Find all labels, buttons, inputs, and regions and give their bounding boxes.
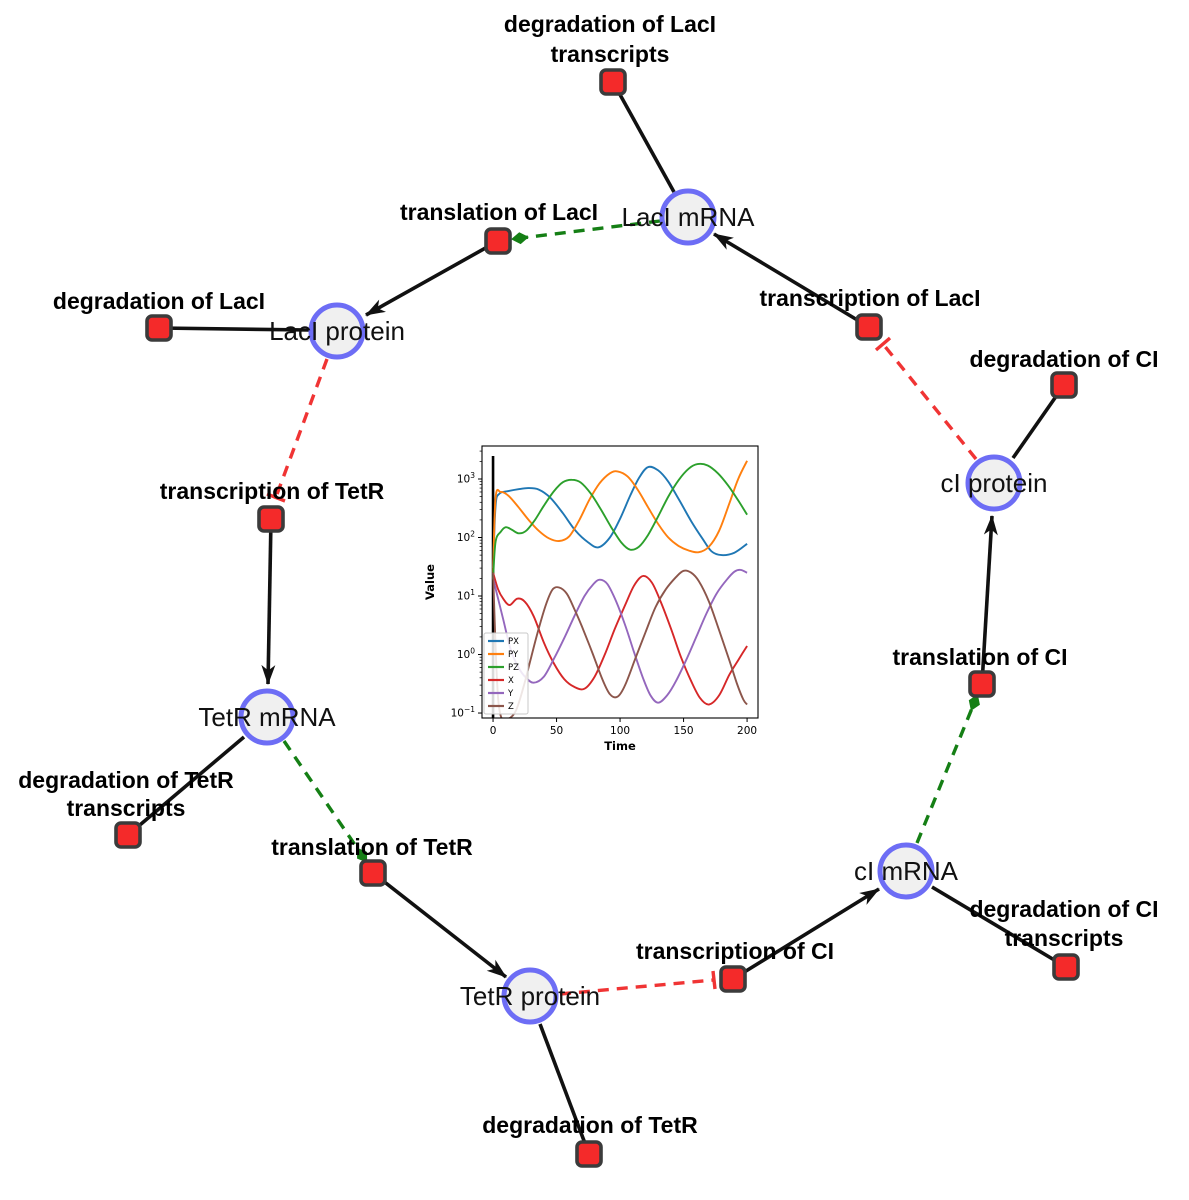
edge-tetrmrna-to-degtetr-transcripts (126, 735, 246, 837)
label-degradation-tetr-transcripts-2: transcripts (67, 795, 186, 821)
label-degradation-ci-transcripts-1: degradation of CI (969, 896, 1158, 922)
label-degradation-laci-transcripts-2: transcripts (551, 41, 670, 67)
label-tetr-mrna: TetR mRNA (198, 702, 336, 732)
label-tetr-protein: TetR protein (460, 981, 600, 1011)
label-translation-ci: translation of CI (892, 644, 1067, 670)
chart-x-tick-label: 100 (610, 725, 630, 737)
chart-y-tick-label: 103 (457, 471, 475, 486)
edge-ciprotein-inhibits-transcriptionlaci (881, 342, 978, 461)
chart-legend-label-PX: PX (508, 637, 519, 647)
species-node-ci-protein (965, 454, 1023, 512)
label-translation-tetr: translation of TetR (271, 834, 473, 860)
edge-lacimrna-to-deglaci-transcripts (611, 81, 676, 193)
tbar-transcriptionci (711, 970, 717, 990)
edge-tetrprotein-inhibits-transcriptionci (559, 978, 715, 996)
chart-y-tick-label: 10−1 (451, 705, 476, 720)
edge-transcriptionlaci-to-lacimrna (713, 232, 870, 329)
edge-laciprotein-to-deglaci (158, 326, 310, 332)
species-node-ci-mrna (877, 842, 935, 900)
chart-xlabel: Time (604, 739, 636, 753)
label-degradation-laci-transcripts-1: degradation of LacI (504, 11, 716, 37)
edge-cimrna-to-translationci (915, 694, 980, 844)
chart-curve-PZ (492, 462, 748, 579)
reaction-node-transcription-ci (719, 965, 747, 993)
edge-transcriptiontetr-to-tetrmrna (261, 518, 276, 685)
label-degradation-tetr: degradation of TetR (482, 1112, 698, 1138)
label-transcription-tetr: transcription of TetR (160, 478, 385, 504)
label-degradation-laci: degradation of LacI (53, 288, 265, 314)
tbar-transcriptiontetr (266, 492, 286, 503)
chart-y-tick-label: 102 (457, 530, 475, 545)
chart-curve-X (492, 572, 748, 706)
chart-x-tick-label: 150 (674, 725, 694, 737)
inset-chart: 0 50 100 150 20010310210110010−1TimeValuePXP… (420, 436, 768, 762)
edge-tetrmrna-to-translationtetr (282, 740, 368, 863)
label-ci-mrna: cI mRNA (854, 856, 959, 886)
species-node-layer (238, 188, 1023, 1025)
chart-x-tick-label: 50 (550, 725, 563, 737)
label-transcription-ci: transcription of CI (636, 938, 834, 964)
label-laci-mrna: LacI mRNA (622, 202, 756, 232)
edge-translationlaci-to-laciprotein (365, 239, 499, 317)
tbar-transcriptionlaci (874, 336, 892, 352)
reaction-node-degradation-laci (145, 314, 173, 342)
species-node-laci-mrna (659, 188, 717, 246)
reaction-node-translation-tetr (359, 859, 387, 887)
chart-y-tick-label: 101 (457, 588, 475, 603)
label-transcription-laci: transcription of LacI (759, 285, 980, 311)
label-laci-protein: LacI protein (269, 316, 405, 346)
edge-lacimrna-to-translationlaci (511, 219, 661, 245)
reaction-node-degradation-laci-transcripts (599, 68, 627, 96)
reaction-node-degradation-ci-transcripts (1052, 953, 1080, 981)
reaction-node-degradation-tetr-transcripts (114, 821, 142, 849)
edge-laciprotein-inhibits-transcriptiontetr (274, 358, 329, 498)
label-degradation-ci: degradation of CI (969, 346, 1158, 372)
edge-layer (126, 81, 1067, 1155)
species-node-tetr-protein (501, 967, 559, 1025)
chart-legend-label-PZ: PZ (508, 663, 519, 673)
edge-cimrna-to-degci-transcripts (931, 885, 1067, 969)
edge-translationci-to-ciprotein (980, 515, 998, 685)
chart-legend-label-PY: PY (508, 650, 519, 660)
edge-tetrprotein-to-degtetr (538, 1023, 591, 1155)
reaction-node-degradation-ci (1050, 371, 1078, 399)
reaction-node-degradation-tetr (575, 1140, 603, 1168)
chart-curve-PY (492, 460, 748, 573)
reaction-node-translation-laci (484, 227, 512, 255)
chart-ylabel: Value (423, 564, 437, 600)
label-translation-laci: translation of LacI (400, 199, 598, 225)
label-ci-protein: cI protein (941, 468, 1048, 498)
chart-legend-label-X: X (508, 676, 514, 686)
chart-legend-label-Z: Z (508, 702, 514, 712)
reaction-node-layer (114, 68, 1080, 1168)
chart-x-tick-label: 0 (490, 725, 497, 737)
species-node-laci-protein (308, 302, 366, 360)
label-degradation-tetr-transcripts-1: degradation of TetR (18, 767, 234, 793)
chart-y-tick-label: 100 (457, 647, 475, 662)
reaction-node-transcription-tetr (257, 505, 285, 533)
edge-translationtetr-to-tetrprotein (371, 871, 508, 979)
chart-legend-box (483, 632, 529, 715)
chart-x-tick-label: 200 (737, 725, 757, 737)
chart-legend: PX PY PZ XYZ (483, 632, 529, 715)
chart-legend-label-Y: Y (507, 689, 514, 699)
reaction-node-translation-ci (968, 670, 996, 698)
reaction-node-transcription-laci (855, 313, 883, 341)
label-degradation-ci-transcripts-2: transcripts (1005, 925, 1124, 951)
edge-transcriptionci-to-cimrna (732, 887, 880, 981)
chart-curve-PX (492, 465, 748, 569)
label-layer: degradation of LacI transcripts translat… (18, 11, 1158, 1138)
species-node-tetr-mrna (238, 688, 296, 746)
